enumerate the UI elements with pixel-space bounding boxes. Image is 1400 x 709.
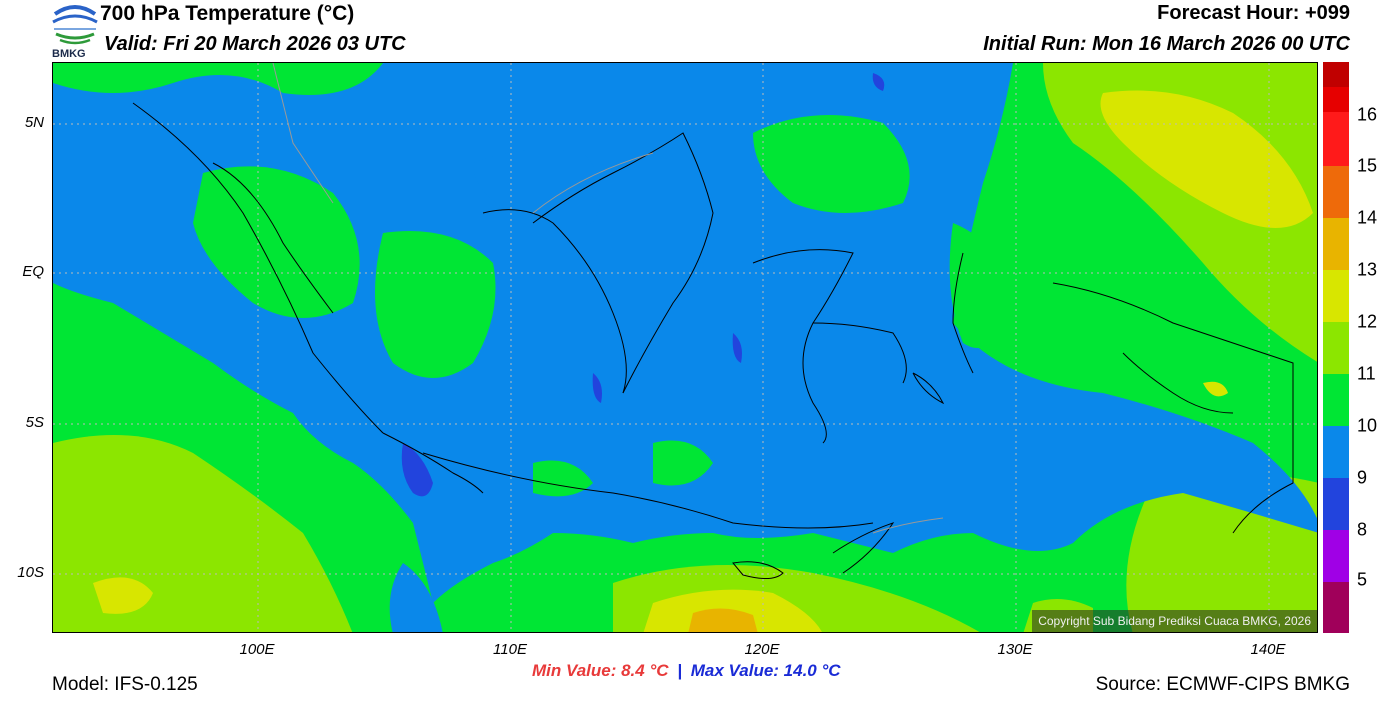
lon-label-100e: 100E xyxy=(239,641,275,658)
graticule xyxy=(53,63,1317,632)
lat-label-eq: EQ xyxy=(22,263,44,280)
lon-label-130e: 130E xyxy=(997,641,1033,658)
colorbar-segment xyxy=(1323,582,1349,633)
borders xyxy=(272,63,944,534)
colorbar xyxy=(1323,62,1349,633)
colorbar-label: 12 xyxy=(1357,311,1378,332)
forecast-hour: Forecast Hour: +099 xyxy=(1157,2,1350,24)
colorbar-segment xyxy=(1323,166,1349,218)
lat-label-10s: 10S xyxy=(17,564,44,581)
colorbar-segment xyxy=(1323,374,1349,426)
min-max-values: Min Value: 8.4 °C | Max Value: 14.0 °C xyxy=(532,661,841,681)
colorbar-label: 14 xyxy=(1357,207,1378,228)
colorbar-label: 16 xyxy=(1357,104,1378,125)
lat-label-5n: 5N xyxy=(24,114,44,131)
colorbar-segment xyxy=(1323,270,1349,322)
model-label: Model: IFS-0.125 xyxy=(52,674,198,695)
colorbar-label: 9 xyxy=(1357,467,1368,488)
temperature-map: Copyright Sub Bidang Prediksi Cuaca BMKG… xyxy=(52,62,1318,633)
blue-regions xyxy=(53,63,1317,632)
yellow-regions xyxy=(93,90,1313,632)
green-patches xyxy=(193,115,1013,497)
colorbar-label: 15 xyxy=(1357,155,1378,176)
colorbar-label: 11 xyxy=(1357,363,1376,384)
bmkg-logo xyxy=(50,2,100,60)
dark-blue-spots xyxy=(401,73,885,497)
coastlines xyxy=(132,102,1294,579)
logo-text: BMKG xyxy=(52,48,86,60)
colorbar-label: 5 xyxy=(1357,569,1368,590)
orange-spot xyxy=(688,608,758,632)
chart-title: 700 hPa Temperature (°C) xyxy=(100,2,355,25)
colorbar-segment xyxy=(1323,322,1349,374)
lat-label-5s: 5S xyxy=(25,414,44,431)
copyright-notice: Copyright Sub Bidang Prediksi Cuaca BMKG… xyxy=(1032,610,1317,632)
colorbar-segment xyxy=(1323,426,1349,478)
lon-label-110e: 110E xyxy=(493,641,527,658)
colorbar-label: 13 xyxy=(1357,259,1378,280)
valid-time: Valid: Fri 20 March 2026 03 UTC xyxy=(104,33,406,55)
min-max-separator: | xyxy=(677,661,683,680)
source-label: Source: ECMWF-CIPS BMKG xyxy=(1095,674,1350,695)
min-value: Min Value: 8.4 °C xyxy=(532,661,669,680)
colorbar-segment xyxy=(1323,62,1349,87)
colorbar-label: 8 xyxy=(1357,519,1368,540)
colorbar-segment xyxy=(1323,112,1349,166)
colorbar-segment xyxy=(1323,478,1349,530)
colorbar-segment xyxy=(1323,530,1349,582)
colorbar-segment xyxy=(1323,87,1349,112)
colorbar-label: 10 xyxy=(1357,415,1378,436)
colorbar-segment xyxy=(1323,218,1349,270)
max-value: Max Value: 14.0 °C xyxy=(690,661,841,680)
lon-label-120e: 120E xyxy=(744,641,780,658)
lon-label-140e: 140E xyxy=(1250,641,1286,658)
initial-run: Initial Run: Mon 16 March 2026 00 UTC xyxy=(983,33,1350,55)
